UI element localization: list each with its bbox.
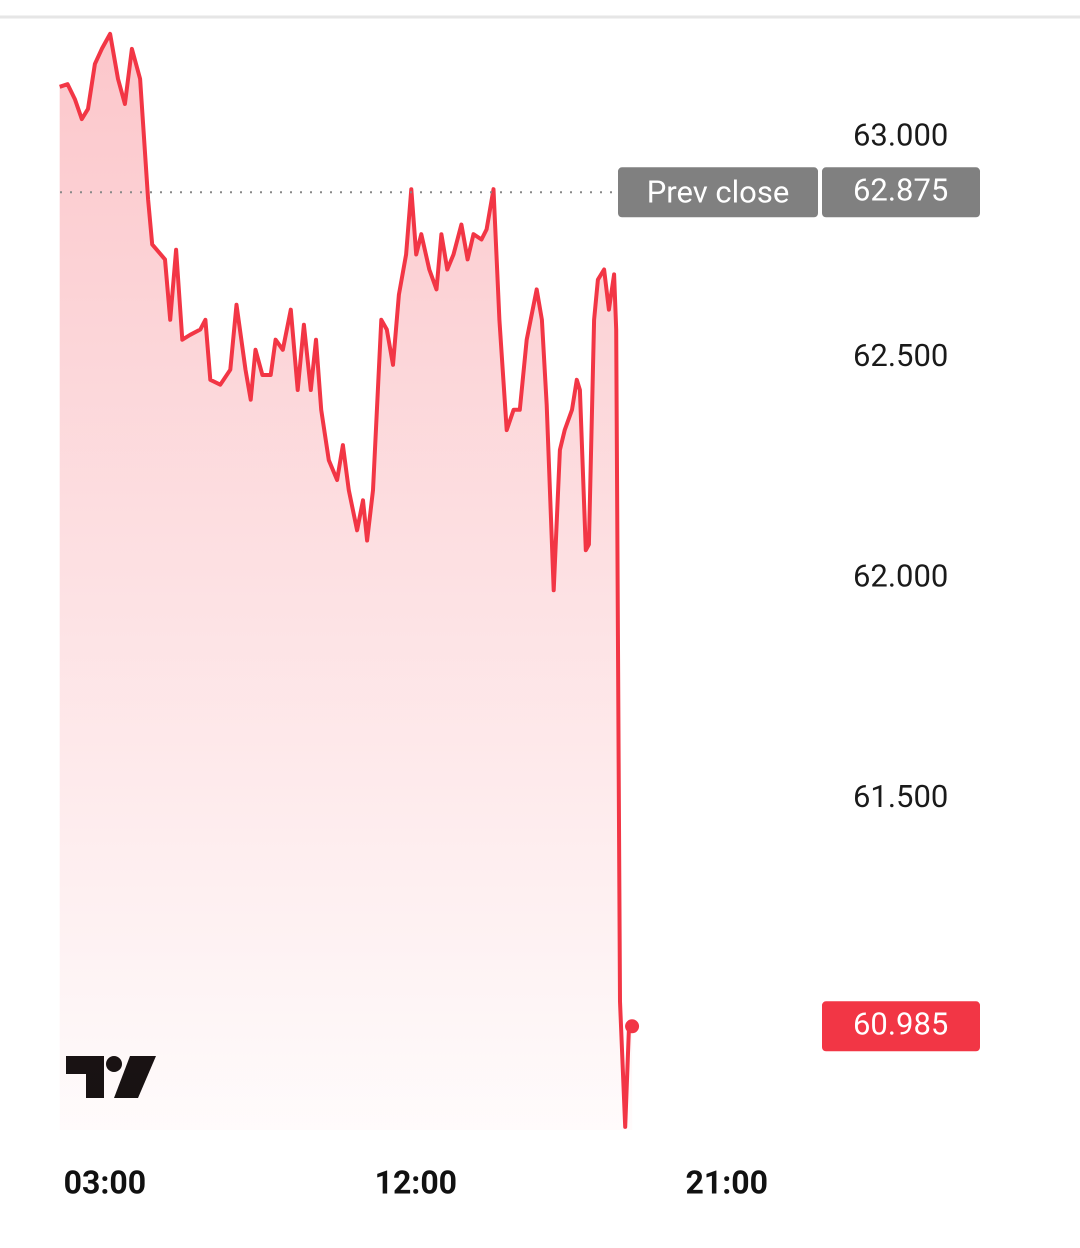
last-value-tag [822, 1001, 980, 1052]
prev-close-value-tag [822, 167, 980, 218]
y-tick-label: 63.000 [853, 116, 948, 153]
y-tick-label: 62.000 [853, 558, 948, 595]
prev-close-tag [618, 167, 818, 218]
area-fill [59, 33, 633, 1130]
y-tick-label: 62.500 [853, 337, 948, 374]
last-value: 60.985 [853, 1005, 948, 1042]
x-tick-label: 12:00 [375, 1163, 457, 1201]
x-tick-label: 03:00 [64, 1163, 146, 1201]
x-tick-label: 21:00 [686, 1163, 768, 1201]
last-point [625, 1019, 640, 1034]
price-line [59, 31, 633, 1129]
prev-close-value: 62.875 [853, 171, 948, 208]
y-tick-label: 61.500 [853, 778, 948, 815]
prev-close-label: Prev close [647, 173, 790, 210]
